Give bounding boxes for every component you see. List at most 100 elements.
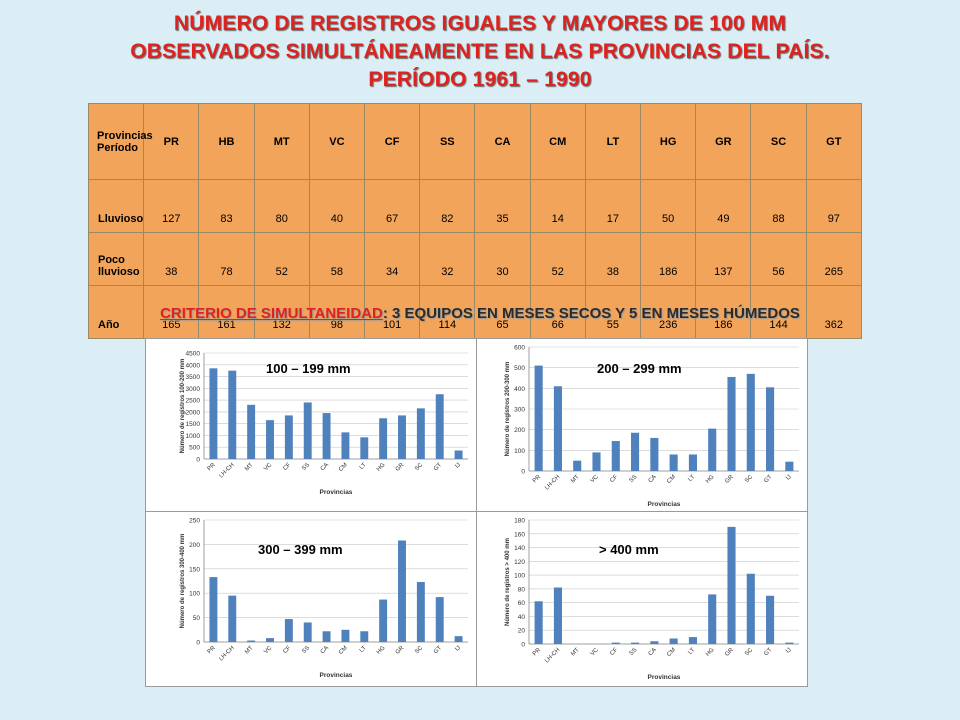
table-cell: 114	[419, 285, 476, 339]
column-header: VC	[308, 103, 366, 180]
bar	[284, 415, 293, 459]
y-tick-label: 200	[514, 427, 525, 434]
bar	[785, 642, 794, 644]
x-tick-label: SS	[629, 474, 639, 484]
criterio-note: CRITERIO DE SIMULTANEIDAD: 3 EQUIPOS EN …	[0, 305, 960, 322]
y-tick-label: 1000	[186, 433, 201, 440]
x-tick-label: HG	[705, 474, 716, 485]
x-tick-label: PR	[532, 647, 543, 658]
y-tick-label: 600	[514, 345, 525, 352]
bar	[360, 631, 369, 642]
bar	[266, 638, 274, 642]
x-tick-label: LH-CH	[218, 645, 235, 662]
table-cell: 236	[640, 285, 697, 339]
table-header-row: Provincias Período PR HB MT VC CF SS CA …	[87, 103, 863, 180]
table-cell: 49	[695, 179, 752, 233]
bar	[592, 452, 601, 471]
chart-panel-400-plus: 0 20 40 60 80 100 120 140 160 180 PR LH-CH MT VC CF SS C…	[476, 511, 808, 687]
table-cell: 30	[474, 232, 531, 286]
x-tick-label: LT	[359, 645, 368, 654]
bar	[416, 408, 425, 459]
bar	[379, 599, 388, 642]
bar	[303, 402, 312, 459]
x-tick-label: IJ	[454, 462, 462, 470]
x-tick-label: IJ	[785, 474, 793, 482]
chart-title: 200 – 299 mm	[597, 361, 682, 376]
x-tick-label: SC	[414, 645, 425, 656]
x-tick-label: LH-CH	[218, 462, 235, 479]
bar	[669, 454, 678, 471]
table-cell: 83	[198, 179, 255, 233]
y-tick-label: 200	[189, 542, 200, 549]
column-header: GR	[695, 103, 752, 180]
x-tick-label: CF	[609, 647, 619, 657]
table-cell: 55	[584, 285, 642, 339]
y-tick-label: 4500	[186, 351, 201, 358]
bar	[766, 595, 775, 644]
bar	[688, 637, 697, 644]
table-cell: 17	[584, 179, 642, 233]
bar	[209, 577, 218, 642]
x-axis-label: Provincias	[648, 501, 681, 508]
x-tick-label: PR	[207, 462, 218, 473]
table-cell: 186	[695, 285, 752, 339]
y-tick-label: 0	[196, 457, 200, 464]
y-tick-label: 1500	[186, 421, 201, 428]
x-tick-label: PR	[532, 474, 543, 485]
x-axis-label: Provincias	[320, 672, 353, 679]
table-row: Lluvioso 127 83 80 40 67 82 35 14 17 50 …	[87, 179, 863, 233]
x-tick-label: VC	[590, 474, 601, 485]
table-cell: 265	[805, 232, 863, 286]
x-tick-label: MT	[244, 645, 255, 656]
row-label: Lluvioso	[87, 179, 145, 233]
table-cell: 362	[805, 285, 863, 339]
y-tick-label: 300	[514, 407, 525, 414]
x-tick-label: CA	[648, 474, 658, 484]
table-row: Poco lluvioso 38 78 52 58 34 32 30 52 38…	[87, 232, 863, 286]
y-tick-label: 0	[196, 640, 200, 647]
x-tick-label: CM	[338, 462, 349, 473]
chart-panel-200-299: 0 100 200 300 400 500 600 PR LH-CH MT VC CF SS CA CM LT…	[476, 338, 808, 512]
bar	[416, 581, 425, 642]
y-tick-label: 180	[514, 518, 525, 525]
table-cell: 38	[584, 232, 642, 286]
y-tick-label: 4000	[186, 362, 201, 369]
x-tick-label: MT	[244, 462, 255, 473]
table-cell: 32	[419, 232, 476, 286]
table-cell: 88	[750, 179, 807, 233]
bar	[631, 642, 640, 644]
row-label: Poco lluvioso	[87, 232, 145, 286]
table-cell: 165	[143, 285, 200, 339]
table-cell: 58	[308, 232, 366, 286]
x-tick-label: MT	[570, 474, 581, 485]
table-cell: 80	[253, 179, 310, 233]
chart-400-plus: 0 20 40 60 80 100 120 140 160 180 PR LH-CH MT VC CF SS C…	[505, 518, 799, 681]
y-tick-label: 120	[514, 559, 525, 566]
table-cell: 137	[695, 232, 752, 286]
bar	[435, 394, 444, 459]
title-line-2: OBSERVADOS SIMULTÁNEAMENTE EN LAS PROVIN…	[130, 40, 830, 63]
y-tick-label: 20	[518, 628, 526, 635]
x-tick-label: LH-CH	[544, 647, 561, 664]
table-cell: 66	[529, 285, 586, 339]
bar	[553, 587, 562, 644]
chart-title: > 400 mm	[599, 542, 659, 557]
y-tick-label: 500	[189, 445, 200, 452]
x-tick-label: VC	[263, 462, 274, 473]
y-tick-label: 100	[514, 448, 525, 455]
y-tick-label: 60	[518, 600, 526, 607]
x-tick-label: MT	[570, 647, 581, 658]
table-cell: 40	[308, 179, 366, 233]
bar	[228, 370, 237, 459]
bar	[708, 594, 717, 644]
bar	[553, 386, 562, 471]
title-line-1: NÚMERO DE REGISTROS IGUALES Y MAYORES DE…	[173, 12, 787, 35]
chart-title: 100 – 199 mm	[266, 361, 351, 376]
table-cell: 35	[474, 179, 531, 233]
y-axis-label: Número de registros 200-300 mm	[505, 362, 511, 457]
chart-200-299: 0 100 200 300 400 500 600 PR LH-CH MT VC CF SS CA CM LT…	[505, 345, 799, 508]
y-tick-label: 3500	[186, 374, 201, 381]
bar	[746, 573, 755, 644]
y-tick-label: 3000	[186, 386, 201, 393]
y-axis-label: Número de registros > 400 mm	[505, 538, 511, 626]
